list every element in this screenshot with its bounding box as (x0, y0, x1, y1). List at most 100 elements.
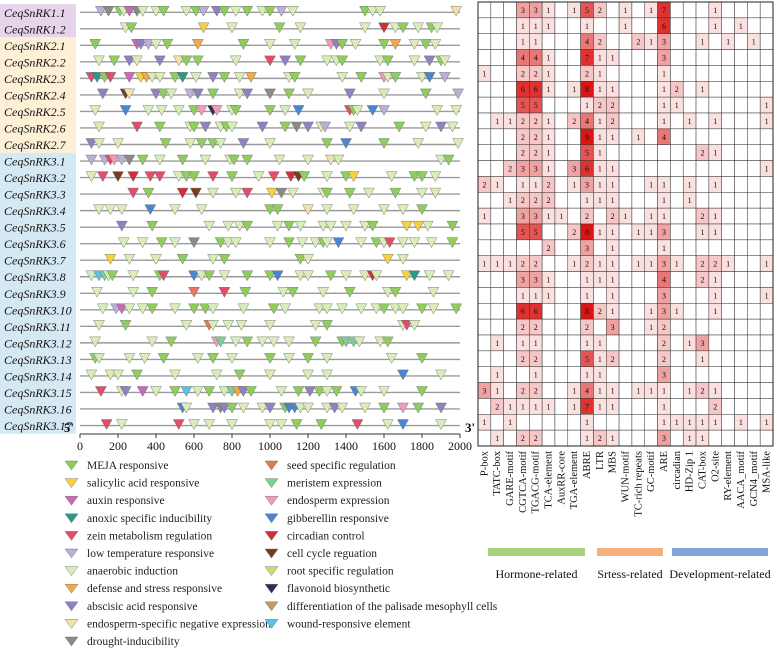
motif-marker (222, 237, 235, 249)
heatmap-cell-value: 1 (713, 212, 717, 221)
motif-marker (343, 121, 356, 133)
heatmap-cell (477, 96, 492, 114)
motif-marker (319, 121, 331, 133)
motif-marker (245, 72, 257, 83)
motif-marker (355, 386, 368, 397)
motif-marker (256, 336, 269, 348)
heatmap-column-label: GARE-motif (505, 450, 516, 505)
motif-marker (321, 55, 333, 67)
heatmap-cell-value: 1 (508, 418, 512, 427)
motif-marker (226, 419, 238, 430)
gene-label: CeqSnRK2.3 (4, 72, 66, 86)
heatmap-cell (734, 112, 748, 130)
heatmap-cell (734, 207, 748, 225)
heatmap-cell-value: 2 (521, 260, 525, 269)
motif-marker (378, 22, 390, 34)
heatmap-cell (682, 318, 697, 336)
motif-marker (362, 187, 375, 199)
heatmap-cell-value: 1 (547, 165, 551, 174)
motif-marker (153, 121, 166, 133)
heatmap-cell (644, 398, 658, 415)
heatmap-cell (747, 144, 761, 161)
legend-swatch (64, 478, 79, 488)
heatmap-cell-value: 4 (585, 387, 589, 396)
heatmap-cell (477, 33, 492, 50)
motif-marker (112, 369, 124, 381)
heatmap-cell (567, 207, 581, 225)
legend-label: defense and stress responsive (87, 583, 222, 595)
motif-marker (427, 287, 440, 298)
heatmap-cell-value: 2 (521, 133, 525, 142)
motif-marker (241, 88, 254, 100)
motif-marker (85, 154, 98, 166)
motif-marker (423, 270, 436, 282)
heatmap-cell (503, 382, 517, 399)
heatmap-cell (747, 81, 761, 98)
motif-marker (85, 171, 98, 182)
heatmap-cell (618, 398, 633, 415)
gene-label: CeqSnRK3.10 (4, 303, 72, 317)
heatmap-cell (721, 382, 735, 399)
heatmap-cell (708, 334, 722, 352)
motif-marker (294, 254, 307, 265)
heatmap-cell (682, 398, 697, 415)
heatmap-cell (631, 318, 645, 336)
heatmap-cell (644, 112, 658, 130)
heatmap-column-label: TGACG-motif (531, 451, 542, 514)
heatmap-cell-value: 1 (598, 355, 602, 364)
motif-marker (210, 105, 223, 116)
motif-marker (264, 353, 276, 364)
heatmap-cell-value: 1 (521, 180, 525, 189)
heatmap-cell (721, 318, 735, 336)
heatmap-cell-value: 1 (636, 133, 640, 142)
legend-label: seed specific regulation (287, 460, 396, 472)
heatmap-column-label: TGA-element (569, 451, 580, 509)
heatmap-cell (631, 429, 645, 447)
heatmap-cell (759, 239, 774, 256)
heatmap-cell-value: 1 (521, 38, 525, 47)
heatmap-cell (759, 17, 774, 34)
legend-label: low temperature responsive (87, 548, 214, 560)
motif-marker (176, 187, 189, 199)
gene-label: CeqSnRK2.7 (4, 138, 67, 152)
motif-marker (313, 386, 326, 397)
gene-group-band (0, 37, 76, 153)
motif-marker (214, 336, 227, 348)
heatmap-cell-value: 5 (521, 228, 525, 237)
heatmap-cell (708, 33, 722, 50)
heatmap-cell (644, 160, 658, 177)
heatmap-cell (490, 33, 504, 50)
heatmap-cell (695, 176, 710, 193)
heatmap-cell-value: 3 (662, 434, 666, 443)
gene-label: CeqSnRK3.15 (4, 386, 72, 400)
motif-legend: MEJA responsive salicylic acid responsive… (64, 460, 498, 648)
heatmap-cell-value: 2 (534, 117, 538, 126)
gene-label: CeqSnRK3.9 (4, 287, 66, 301)
heatmap-cell-value: 2 (534, 434, 538, 443)
heatmap-border (477, 1, 774, 447)
gene-label: CeqSnRK3.2 (4, 171, 66, 185)
heatmap-cell-value: 1 (495, 434, 499, 443)
motif-marker (450, 6, 463, 17)
motif-marker (138, 353, 151, 364)
heatmap-cell (759, 334, 774, 352)
motif-marker (85, 138, 98, 149)
motif-marker (397, 303, 409, 315)
heatmap-cell-value: 6 (521, 307, 525, 316)
axis-tick-label: 400 (147, 439, 165, 453)
heatmap-cell (490, 223, 504, 241)
heatmap-cell-value: 2 (662, 339, 666, 348)
motif-marker (267, 336, 280, 348)
motif-marker (172, 419, 185, 430)
heatmap-cell (747, 192, 761, 209)
heatmap-cell (503, 429, 517, 447)
legend-swatch (64, 584, 79, 594)
motif-marker (321, 303, 333, 315)
heatmap-cell-value: 1 (662, 69, 666, 78)
heatmap-cell (682, 160, 697, 177)
heatmap-cell-value: 3 (521, 6, 525, 15)
heatmap-cell (503, 17, 517, 34)
heatmap-cell (721, 429, 735, 447)
heatmap-cell-value: 1 (700, 85, 704, 94)
heatmap-cell-value: 1 (611, 260, 615, 269)
